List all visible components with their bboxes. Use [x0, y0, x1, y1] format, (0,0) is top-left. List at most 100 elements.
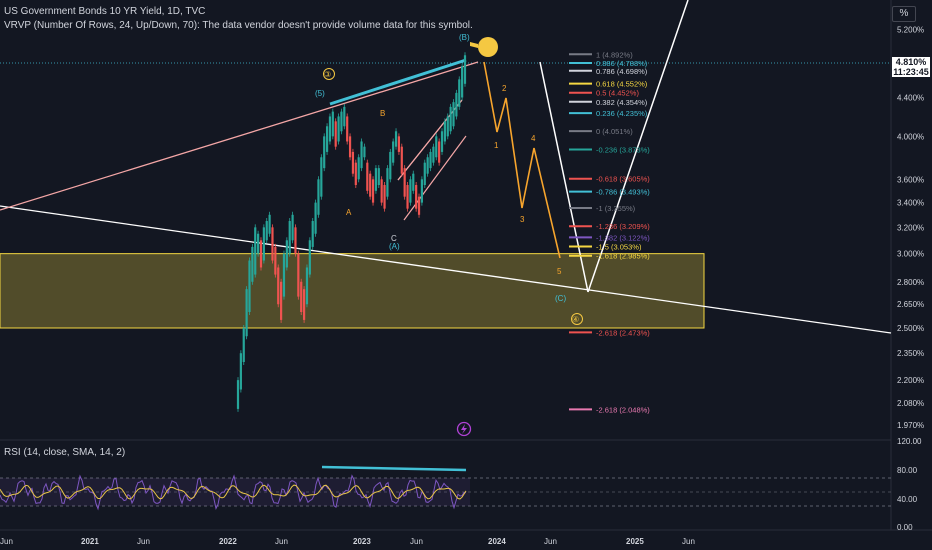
cyan-divergence-line[interactable] [329, 58, 467, 106]
candle-body [394, 131, 398, 147]
candle-body [291, 214, 294, 241]
price-axis-tick: 3.000% [897, 250, 924, 259]
wave-label-5-paren: (5) [315, 89, 325, 98]
candle-body [337, 116, 340, 142]
candle-body [274, 246, 277, 275]
fib-level-label: 0.618 (4.552%) [596, 80, 648, 89]
target-zone[interactable] [0, 253, 705, 329]
candle-body [420, 179, 423, 203]
rsi-axis-0: 0.00 [897, 523, 913, 532]
wave-label-3: ③ [324, 70, 331, 79]
rsi-axis-80: 80.00 [897, 466, 918, 475]
candle-body [254, 227, 257, 275]
current-price-badge: 4.810% 11:23:45 [892, 57, 930, 77]
lightning-icon[interactable] [456, 421, 472, 437]
time-axis[interactable]: Jun 2021 Jun 2022 Jun 2023 Jun 2024 Jun 2025 Jun [0, 537, 695, 546]
candle-body [334, 121, 337, 147]
price-axis-tick: 2.350% [897, 349, 924, 358]
price-axis[interactable]: 5.200%4.800%4.400%4.000%3.600%3.400%3.20… [897, 25, 924, 430]
price-axis-tick: 1.970% [897, 421, 924, 430]
candle-body [259, 240, 263, 268]
candle-body [463, 55, 467, 84]
fib-level-label: -1.618 (2.985%) [596, 252, 650, 261]
candle-body [461, 66, 464, 98]
wave-label-a-paren: (A) [389, 242, 400, 251]
candle-body [302, 289, 306, 320]
candle-body [251, 246, 254, 282]
chart-title: US Government Bonds 10 YR Yield, 1D, TVC [4, 6, 206, 17]
candle-body [449, 106, 452, 132]
percent-scale-button[interactable]: % [892, 6, 916, 22]
fib-level-label: 0.5 (4.452%) [596, 89, 639, 98]
white-rise-line[interactable] [587, 0, 689, 293]
candle-body [320, 157, 323, 197]
time-axis-tick: Jun [682, 537, 695, 546]
orange-wave-projection[interactable] [483, 61, 561, 259]
fib-level-label: -2.618 (2.048%) [596, 405, 650, 414]
candle-body [363, 146, 366, 158]
time-axis-tick: Jun [544, 537, 557, 546]
price-axis-tick: 4.000% [897, 132, 924, 141]
candle-body [297, 253, 300, 297]
candle-body [452, 102, 455, 127]
candle-body [415, 185, 418, 209]
rsi-axis-40: 40.00 [897, 495, 918, 504]
candle-body [245, 289, 248, 337]
price-axis-tick: 2.650% [897, 300, 924, 309]
bar-countdown: 11:23:45 [893, 67, 929, 77]
time-axis-tick: 2024 [488, 537, 506, 546]
candle-body [239, 353, 242, 390]
time-axis-tick: 2023 [353, 537, 371, 546]
fib-level-label: -0.618 (3.605%) [596, 175, 650, 184]
fib-level-label: -1.236 (3.209%) [596, 222, 650, 231]
candle-body [348, 136, 352, 158]
candle-body [268, 214, 271, 234]
candle-body [403, 168, 406, 197]
candle-body [435, 136, 438, 158]
white-drop-line[interactable] [539, 61, 589, 293]
fib-level-label: 0.382 (4.354%) [596, 98, 648, 107]
candle-body [374, 168, 378, 191]
time-axis-tick: 2022 [219, 537, 237, 546]
candle-body [392, 141, 395, 163]
pink-wedge-lower[interactable] [403, 135, 467, 221]
rsi-divergence-line[interactable] [321, 465, 467, 472]
candle-body [285, 240, 288, 268]
wave-label-4-major: ④ [572, 315, 579, 324]
candle-body [328, 116, 332, 142]
candle-body [389, 151, 392, 180]
candle-body [262, 227, 265, 261]
candle-body [440, 131, 444, 152]
price-axis-tick: 3.400% [897, 199, 924, 208]
candle-body [383, 185, 386, 209]
candles-group [236, 52, 467, 412]
candle-body [325, 126, 329, 152]
fib-level-label: 0.236 (4.235%) [596, 109, 648, 118]
rsi-legend: RSI (14, close, SMA, 14, 2) [4, 447, 126, 458]
wave-label-b-minor: B [380, 109, 385, 118]
wave-label-1: 1 [494, 141, 499, 150]
price-axis-tick: 2.080% [897, 399, 924, 408]
price-axis-tick: 2.800% [897, 278, 924, 287]
fib-level-label: 0 (4.051%) [596, 127, 633, 136]
lightning-bolt-shape [461, 424, 467, 434]
candle-body [277, 267, 280, 305]
candle-body [236, 380, 240, 409]
wave-label-c-paren: (C) [555, 294, 566, 303]
rsi-ma-line [0, 484, 467, 500]
rsi-line [0, 474, 467, 511]
candle-body [423, 162, 426, 186]
fib-level-label: -0.786 (3.493%) [596, 188, 650, 197]
time-axis-tick: Jun [410, 537, 423, 546]
candle-body [343, 106, 346, 127]
wave-label-4-minor: 4 [531, 134, 536, 143]
pink-resistance-line[interactable] [0, 61, 479, 211]
fib-level-label: 1 (4.892%) [596, 50, 633, 59]
price-axis-tick: 5.200% [897, 25, 924, 34]
pointing-hand-icon [478, 37, 498, 57]
candle-body [317, 179, 320, 215]
long-white-trendline[interactable] [0, 205, 892, 334]
candle-body [265, 221, 268, 241]
candle-body [282, 253, 286, 297]
